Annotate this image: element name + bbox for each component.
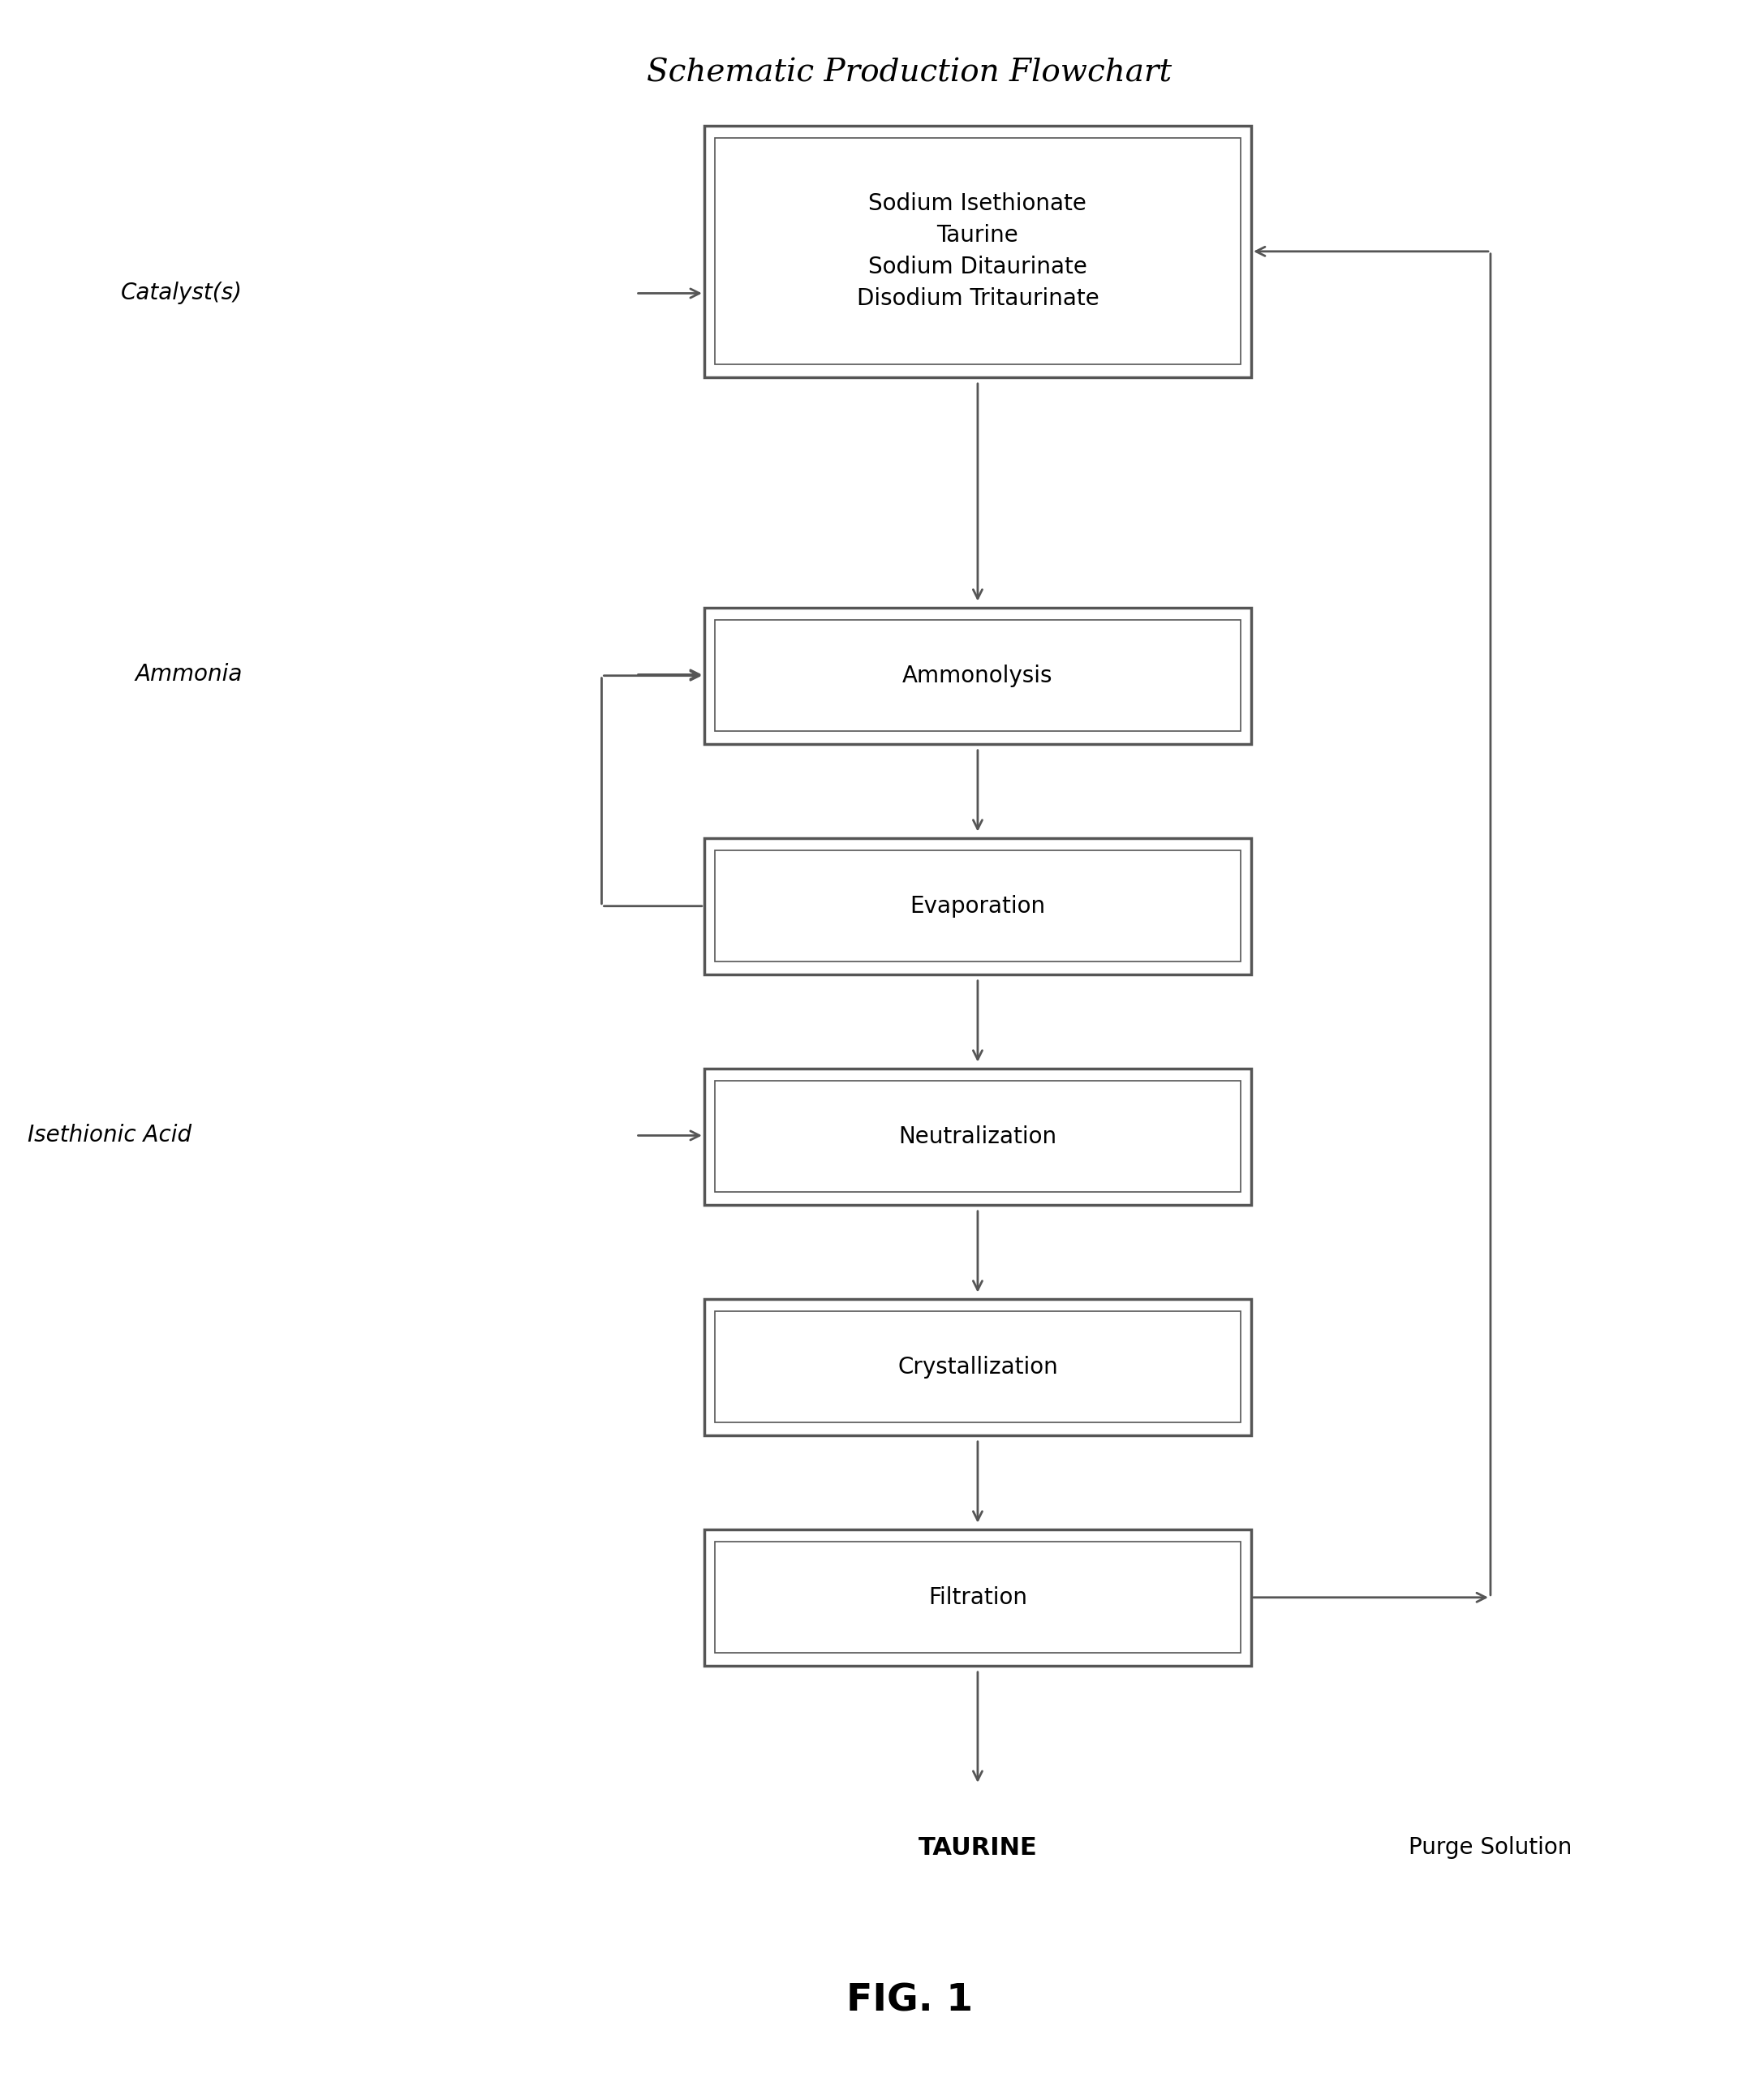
- FancyBboxPatch shape: [714, 851, 1240, 962]
- Text: Neutralization: Neutralization: [898, 1125, 1057, 1148]
- FancyBboxPatch shape: [704, 838, 1251, 974]
- FancyBboxPatch shape: [714, 1081, 1240, 1192]
- Text: Evaporation: Evaporation: [910, 895, 1046, 918]
- Text: Catalyst(s): Catalyst(s): [122, 283, 243, 304]
- Text: Purge Solution: Purge Solution: [1409, 1837, 1572, 1858]
- FancyBboxPatch shape: [704, 1529, 1251, 1666]
- Text: TAURINE: TAURINE: [917, 1835, 1037, 1860]
- Text: Schematic Production Flowchart: Schematic Production Flowchart: [647, 59, 1171, 88]
- Text: Crystallization: Crystallization: [898, 1355, 1058, 1379]
- Text: Ammonia: Ammonia: [136, 664, 243, 685]
- Text: FIG. 1: FIG. 1: [847, 1982, 972, 2020]
- Text: Filtration: Filtration: [928, 1586, 1027, 1609]
- Text: Ammonolysis: Ammonolysis: [903, 664, 1053, 687]
- Text: Sodium Isethionate
Taurine
Sodium Ditaurinate
Disodium Tritaurinate: Sodium Isethionate Taurine Sodium Ditaur…: [857, 193, 1099, 310]
- FancyBboxPatch shape: [714, 1311, 1240, 1423]
- FancyBboxPatch shape: [714, 1542, 1240, 1653]
- FancyBboxPatch shape: [714, 138, 1240, 365]
- FancyBboxPatch shape: [704, 608, 1251, 744]
- FancyBboxPatch shape: [704, 126, 1251, 377]
- FancyBboxPatch shape: [714, 620, 1240, 731]
- FancyBboxPatch shape: [704, 1299, 1251, 1435]
- FancyBboxPatch shape: [704, 1068, 1251, 1205]
- Text: Isethionic Acid: Isethionic Acid: [28, 1125, 191, 1146]
